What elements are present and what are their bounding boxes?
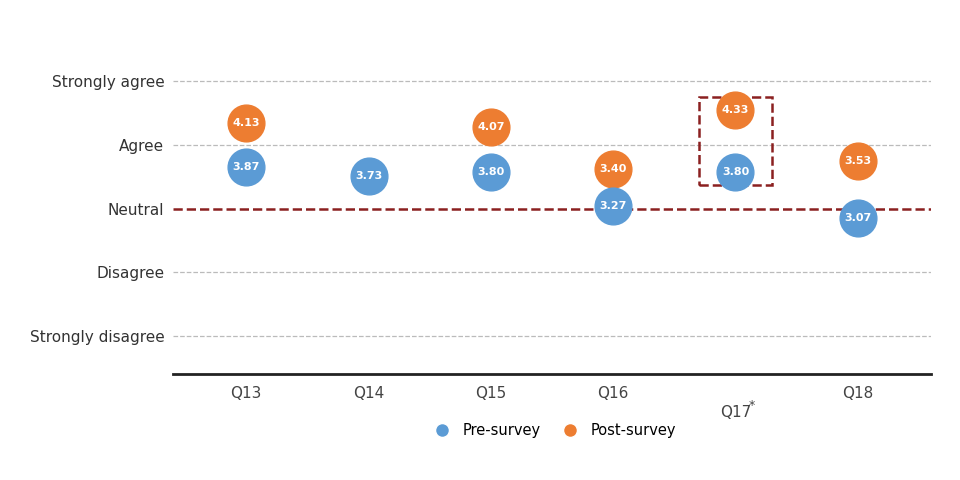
Text: 3.40: 3.40 [599, 164, 627, 174]
Point [606, 202, 621, 209]
Text: 3.80: 3.80 [477, 167, 504, 177]
Point [483, 123, 498, 131]
Point [483, 168, 498, 176]
Point [851, 157, 866, 165]
Text: 3.27: 3.27 [599, 201, 627, 211]
Text: *: * [749, 399, 756, 412]
Text: 3.87: 3.87 [232, 162, 260, 172]
Text: 3.73: 3.73 [355, 171, 382, 181]
Text: 3.80: 3.80 [722, 167, 749, 177]
Text: 3.07: 3.07 [844, 213, 872, 223]
Point [361, 172, 376, 180]
Point [238, 119, 253, 127]
Point [606, 166, 621, 173]
Text: 3.53: 3.53 [844, 156, 872, 166]
Point [238, 164, 253, 171]
Text: Q17: Q17 [720, 405, 751, 420]
Point [728, 168, 743, 176]
Point [851, 215, 866, 222]
Text: 4.07: 4.07 [477, 121, 505, 132]
Point [728, 106, 743, 114]
Legend: Pre-survey, Post-survey: Pre-survey, Post-survey [422, 418, 682, 444]
Text: 4.13: 4.13 [232, 118, 260, 128]
Text: 4.33: 4.33 [722, 105, 749, 115]
